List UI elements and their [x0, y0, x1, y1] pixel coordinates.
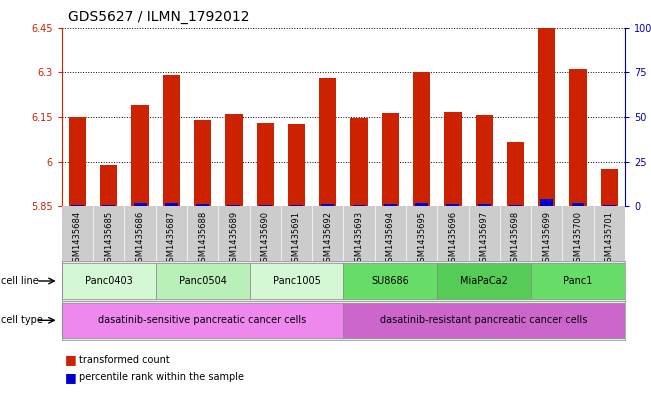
Bar [572, 203, 585, 206]
Text: GSM1435693: GSM1435693 [355, 211, 363, 267]
Bar [163, 75, 180, 206]
Text: GSM1435688: GSM1435688 [198, 211, 207, 267]
Bar [447, 204, 460, 206]
Bar [288, 124, 305, 206]
Bar [509, 204, 522, 206]
Text: Panc0504: Panc0504 [178, 276, 227, 286]
Bar [71, 205, 84, 206]
Text: GSM1435696: GSM1435696 [449, 211, 458, 267]
Bar [603, 205, 616, 206]
Text: SU8686: SU8686 [372, 276, 409, 286]
Text: GSM1435697: GSM1435697 [480, 211, 489, 267]
Bar [413, 72, 430, 206]
Bar [156, 263, 249, 299]
Bar [538, 28, 555, 206]
Text: cell type: cell type [1, 315, 42, 325]
Bar [133, 203, 146, 206]
Text: transformed count: transformed count [79, 354, 170, 365]
Text: GSM1435700: GSM1435700 [574, 211, 583, 267]
Bar [415, 203, 428, 206]
Bar [384, 204, 396, 206]
Bar [350, 118, 368, 206]
Text: GSM1435689: GSM1435689 [229, 211, 238, 267]
Bar [227, 204, 240, 206]
Text: GSM1435691: GSM1435691 [292, 211, 301, 267]
Text: GSM1435695: GSM1435695 [417, 211, 426, 267]
Text: cell line: cell line [1, 276, 38, 286]
Text: GSM1435701: GSM1435701 [605, 211, 614, 267]
Bar [62, 263, 156, 299]
Bar [132, 105, 148, 206]
Bar [256, 123, 274, 206]
Bar [62, 303, 343, 338]
Bar [507, 142, 524, 206]
Text: MiaPaCa2: MiaPaCa2 [460, 276, 508, 286]
Text: Panc1: Panc1 [563, 276, 592, 286]
Bar [165, 203, 178, 206]
Bar [531, 263, 625, 299]
Bar [322, 204, 334, 206]
Bar [196, 204, 209, 206]
Bar [437, 263, 531, 299]
Text: GSM1435694: GSM1435694 [386, 211, 395, 267]
Text: GSM1435690: GSM1435690 [260, 211, 270, 267]
Bar [476, 116, 493, 206]
Bar [102, 205, 115, 206]
Bar [601, 169, 618, 206]
Bar [194, 120, 211, 206]
Text: dasatinib-sensitive pancreatic cancer cells: dasatinib-sensitive pancreatic cancer ce… [98, 315, 307, 325]
Text: GDS5627 / ILMN_1792012: GDS5627 / ILMN_1792012 [68, 9, 250, 24]
Text: percentile rank within the sample: percentile rank within the sample [79, 372, 244, 382]
Bar [444, 112, 462, 206]
Text: GSM1435687: GSM1435687 [167, 211, 176, 267]
Bar [249, 263, 343, 299]
Text: GSM1435684: GSM1435684 [73, 211, 82, 267]
Text: dasatinib-resistant pancreatic cancer cells: dasatinib-resistant pancreatic cancer ce… [380, 315, 588, 325]
Bar [343, 263, 437, 299]
Text: Panc1005: Panc1005 [273, 276, 320, 286]
Text: GSM1435699: GSM1435699 [542, 211, 551, 267]
Text: GSM1435686: GSM1435686 [135, 211, 145, 267]
Bar [540, 199, 553, 206]
Text: GSM1435692: GSM1435692 [324, 211, 332, 267]
Bar [100, 165, 117, 206]
Bar [258, 204, 271, 206]
Bar [353, 204, 365, 206]
Bar [319, 78, 337, 206]
Bar [381, 113, 399, 206]
Text: GSM1435685: GSM1435685 [104, 211, 113, 267]
Text: ■: ■ [65, 353, 77, 366]
Bar [225, 114, 243, 206]
Bar [343, 303, 625, 338]
Bar [478, 204, 491, 206]
Text: GSM1435698: GSM1435698 [511, 211, 520, 267]
Text: ■: ■ [65, 371, 77, 384]
Bar [570, 69, 587, 206]
Bar [290, 204, 303, 206]
Text: Panc0403: Panc0403 [85, 276, 133, 286]
Bar [69, 117, 86, 206]
